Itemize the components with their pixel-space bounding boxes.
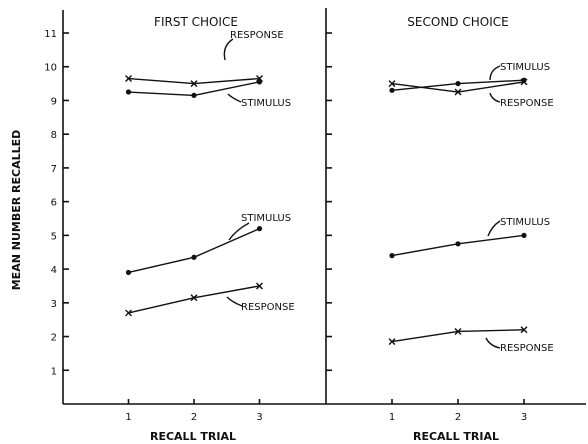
label-leader [489, 65, 501, 81]
data-point-dot [191, 254, 197, 260]
series-label: STIMULUS [241, 213, 291, 224]
y-tick-label: 8 [51, 130, 57, 141]
x-tick-label: 3 [256, 412, 262, 423]
data-point-dot [125, 269, 132, 276]
y-tick-label: 9 [51, 96, 57, 107]
data-point-x [388, 338, 396, 346]
x-ticks: 1 2 3 1 2 3 [125, 399, 527, 423]
panel-title-second-choice: SECOND CHOICE [407, 15, 508, 29]
x-axis-label-first: RECALL TRIAL [150, 430, 236, 443]
series-label: RESPONSE [230, 30, 284, 41]
data-point-x [125, 75, 132, 83]
series-label: STIMULUS [500, 217, 550, 228]
y-tick-label: 7 [51, 164, 57, 175]
label-leader [487, 220, 501, 237]
data-point-x [454, 327, 462, 335]
y-axis-label: MEAN NUMBER RECALLED [10, 130, 23, 291]
label-leader [485, 337, 501, 349]
data-point-dot [455, 241, 461, 247]
series-layer [125, 75, 528, 346]
data-point-x [520, 78, 528, 86]
x-axis-label-second: RECALL TRIAL [413, 430, 499, 443]
data-point-dot [125, 89, 132, 95]
series-line [128, 285, 260, 314]
series-line [128, 227, 260, 274]
data-point-x [190, 80, 198, 88]
y-tick-label: 10 [44, 63, 57, 74]
data-point-dot [389, 253, 395, 259]
series-label: STIMULUS [241, 98, 291, 109]
label-leader [226, 296, 243, 307]
x-tick-label: 2 [455, 412, 461, 423]
data-point-dot [256, 226, 263, 232]
y-tick-label: 4 [51, 265, 57, 276]
y-tick-label: 2 [51, 333, 57, 344]
data-point-x [454, 88, 462, 96]
x-tick-label: 3 [521, 412, 527, 423]
series-label: RESPONSE [241, 302, 295, 313]
data-point-dot [256, 79, 263, 85]
data-point-x [388, 80, 396, 88]
y-tick-label: 6 [51, 198, 57, 209]
label-leader [227, 93, 242, 103]
y-tick-label: 1 [51, 366, 57, 377]
y-ticks: 1 2 3 4 5 6 7 8 9 10 11 [44, 29, 332, 377]
x-tick-label: 1 [389, 412, 395, 423]
x-tick-label: 1 [125, 412, 131, 423]
series-label: RESPONSE [500, 343, 554, 354]
label-leader [228, 222, 250, 241]
y-tick-label: 11 [44, 29, 57, 40]
y-tick-label: 5 [51, 231, 57, 242]
panel-title-first-choice: FIRST CHOICE [154, 15, 238, 29]
x-tick-label: 2 [191, 412, 197, 423]
data-point-dot [191, 92, 197, 98]
label-leader [223, 38, 234, 61]
series-labels: RESPONSE STIMULUS STIMULUS RESPONSE STIMULUS… [223, 30, 554, 354]
data-point-dot [389, 87, 395, 93]
data-point-x [520, 326, 528, 334]
data-point-dot [455, 80, 461, 87]
y-tick-label: 3 [51, 299, 57, 310]
data-point-x [125, 309, 132, 317]
data-point-dot [521, 232, 527, 238]
data-point-x [256, 282, 263, 290]
label-leader [489, 92, 501, 103]
data-point-x [190, 294, 198, 302]
series-label: STIMULUS [500, 62, 550, 73]
series-label: RESPONSE [500, 98, 554, 109]
